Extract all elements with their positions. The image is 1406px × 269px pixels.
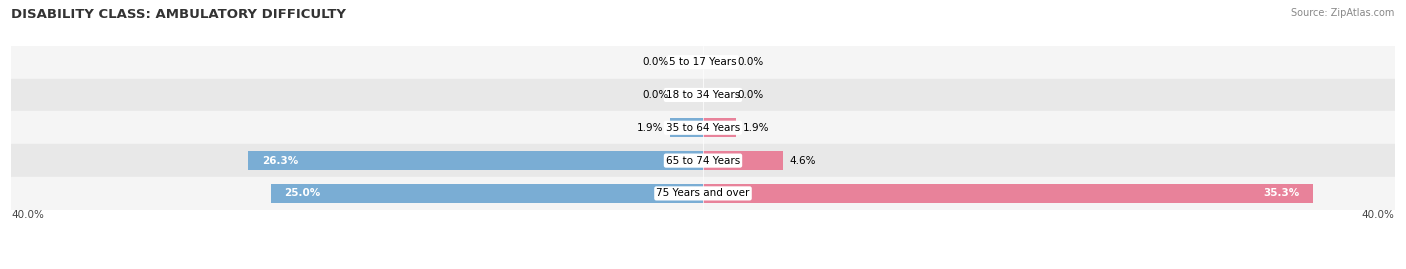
Bar xyxy=(11,46,1395,79)
Bar xyxy=(703,151,783,170)
Text: 4.6%: 4.6% xyxy=(790,155,815,166)
Bar xyxy=(270,184,703,203)
Text: 0.0%: 0.0% xyxy=(643,90,668,100)
Text: 0.0%: 0.0% xyxy=(738,90,763,100)
Text: 1.9%: 1.9% xyxy=(637,123,664,133)
Text: 5 to 17 Years: 5 to 17 Years xyxy=(669,57,737,67)
Text: Source: ZipAtlas.com: Source: ZipAtlas.com xyxy=(1291,8,1395,18)
Bar xyxy=(11,111,1395,144)
Bar xyxy=(249,151,703,170)
Text: 35 to 64 Years: 35 to 64 Years xyxy=(666,123,740,133)
Bar xyxy=(11,79,1395,111)
Text: 40.0%: 40.0% xyxy=(1362,210,1395,221)
Bar xyxy=(703,184,1313,203)
Text: 35.3%: 35.3% xyxy=(1264,188,1299,199)
Text: DISABILITY CLASS: AMBULATORY DIFFICULTY: DISABILITY CLASS: AMBULATORY DIFFICULTY xyxy=(11,8,346,21)
Bar xyxy=(671,118,703,137)
Text: 26.3%: 26.3% xyxy=(262,155,298,166)
Text: 0.0%: 0.0% xyxy=(738,57,763,67)
Bar xyxy=(11,144,1395,177)
Text: 0.0%: 0.0% xyxy=(643,57,668,67)
Text: 1.9%: 1.9% xyxy=(742,123,769,133)
Text: 75 Years and over: 75 Years and over xyxy=(657,188,749,199)
Text: 40.0%: 40.0% xyxy=(11,210,44,221)
Text: 25.0%: 25.0% xyxy=(284,188,321,199)
Text: 18 to 34 Years: 18 to 34 Years xyxy=(666,90,740,100)
Bar xyxy=(703,118,735,137)
Bar xyxy=(11,177,1395,210)
Text: 65 to 74 Years: 65 to 74 Years xyxy=(666,155,740,166)
